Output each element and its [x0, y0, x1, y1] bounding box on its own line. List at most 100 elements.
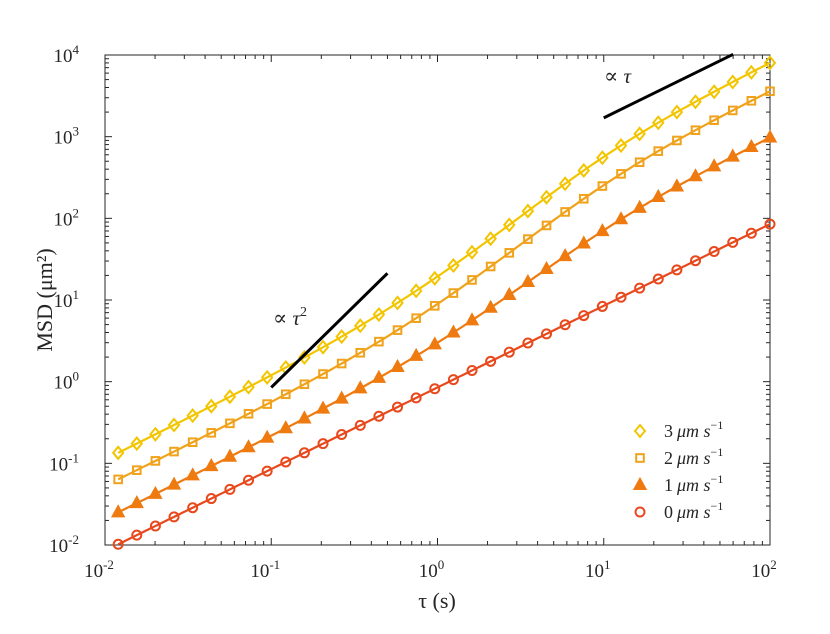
data-point — [558, 176, 572, 192]
y-tick-label-exp: 4 — [73, 42, 80, 57]
data-point — [725, 148, 740, 162]
y-tick-label-exp: 1 — [73, 287, 80, 302]
axes: 10-2 10-1 100 101 102 10-210-110010110210310… — [49, 42, 777, 582]
data-point — [409, 283, 423, 299]
legend-label-exp: −1 — [711, 445, 724, 459]
data-point — [259, 429, 275, 443]
x-tick-label-exp: -1 — [269, 557, 280, 572]
series-3 — [112, 218, 776, 550]
data-point — [690, 255, 702, 267]
reference-label: ∝ τ2 — [273, 305, 307, 330]
data-point — [689, 94, 702, 110]
legend-label-num: 0 — [664, 502, 673, 522]
data-point — [391, 295, 404, 311]
reference-label-var: τ — [623, 64, 632, 88]
x-axis-label: τ (s) — [418, 588, 456, 613]
data-point — [204, 458, 219, 472]
plot-frame — [104, 54, 771, 546]
legend-label-exp: −1 — [711, 472, 724, 486]
data-point — [559, 319, 571, 331]
data-point — [150, 456, 161, 466]
reference-label: ∝ τ — [604, 64, 632, 88]
data-point — [504, 248, 515, 258]
data-point — [614, 137, 628, 154]
data-point — [762, 129, 778, 143]
data-point — [652, 273, 664, 285]
y-tick-label-exp: 2 — [73, 205, 80, 220]
data-point — [745, 64, 758, 80]
data-point — [763, 55, 777, 71]
data-point — [243, 474, 255, 486]
legend-item: 3 μm s−1 — [633, 418, 723, 441]
data-point — [521, 203, 535, 219]
data-point — [148, 485, 163, 499]
data-point — [446, 324, 461, 338]
reference-line-slope-2 — [270, 272, 389, 389]
y-tick-label-exp: -1 — [68, 450, 79, 465]
y-tick-label-base: 10 — [49, 536, 68, 557]
data-point — [318, 369, 328, 379]
data-point — [260, 369, 274, 385]
data-point — [727, 236, 739, 248]
series-line — [117, 61, 771, 454]
y-tick-label: 103 — [54, 124, 80, 149]
data-point — [206, 428, 217, 438]
data-point — [576, 235, 591, 249]
data-point — [205, 493, 217, 505]
data-point — [298, 349, 311, 366]
data-point — [467, 275, 477, 285]
data-point — [541, 328, 553, 340]
legend-label: 2 μm s−1 — [664, 445, 723, 468]
data-point — [334, 390, 349, 404]
data-point — [241, 439, 256, 453]
y-tick-label-base: 10 — [54, 209, 73, 230]
x-axis-ticks — [104, 55, 763, 545]
series-1 — [113, 86, 775, 485]
data-point — [596, 300, 608, 312]
data-point — [708, 246, 720, 258]
data-point — [280, 456, 292, 468]
x-tick-label-exp: -2 — [103, 557, 114, 572]
data-point — [448, 288, 459, 298]
data-point — [243, 408, 254, 419]
data-point — [335, 329, 348, 345]
data-point — [485, 261, 496, 272]
data-point — [706, 158, 722, 172]
data-point — [595, 223, 610, 237]
data-point — [707, 84, 721, 100]
data-point — [653, 146, 664, 156]
data-point — [671, 264, 683, 276]
data-point — [560, 207, 570, 217]
data-point — [726, 74, 740, 90]
data-point — [633, 126, 646, 142]
data-point — [336, 358, 347, 369]
data-point — [129, 495, 144, 509]
legend-marker — [633, 423, 647, 439]
data-point — [746, 95, 757, 106]
data-point — [390, 358, 405, 373]
data-point — [374, 336, 384, 347]
legend-label-unit: μm s — [676, 475, 711, 495]
data-point — [596, 150, 609, 166]
x-tick-label: 102 — [751, 557, 777, 582]
data-point — [315, 400, 331, 414]
data-point — [410, 392, 422, 404]
y-tick-label: 10-2 — [49, 532, 79, 557]
y-tick-label: 100 — [54, 369, 80, 394]
data-point — [353, 318, 367, 334]
data-point — [709, 115, 719, 126]
data-point — [411, 313, 421, 323]
data-point — [651, 188, 666, 202]
data-point — [429, 383, 441, 395]
legend-label-unit: μm s — [676, 448, 711, 468]
data-point — [261, 465, 273, 477]
data-point — [502, 286, 517, 300]
data-point — [187, 502, 199, 514]
data-point — [577, 162, 591, 179]
data-point — [280, 389, 291, 400]
legend-label: 0 μm s−1 — [664, 499, 723, 522]
data-point — [597, 181, 608, 191]
data-point — [110, 504, 126, 518]
legend: 3 μm s−12 μm s−11 μm s−10 μm s−1 — [632, 418, 724, 522]
data-point — [427, 336, 442, 350]
